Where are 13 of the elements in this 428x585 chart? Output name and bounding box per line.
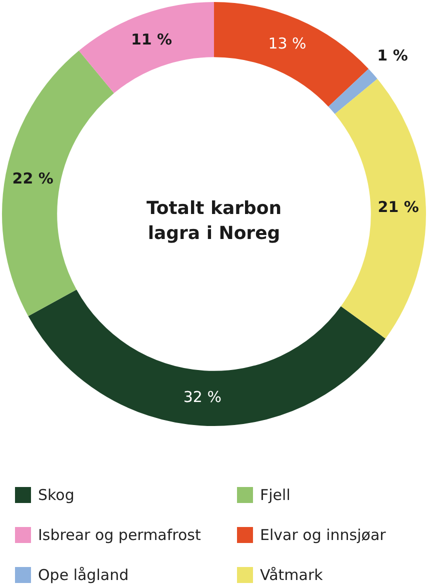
data-label: 32 % bbox=[183, 388, 222, 406]
legend-label: Våtmark bbox=[260, 566, 323, 584]
legend-label: Isbrear og permafrost bbox=[38, 526, 201, 544]
data-label: 21 % bbox=[378, 198, 419, 216]
data-label: 22 % bbox=[12, 169, 54, 188]
data-label: 1 % bbox=[377, 46, 408, 64]
data-label: 11 % bbox=[130, 30, 172, 48]
text: Totalt karbon lagra i Noreg bbox=[145, 197, 283, 246]
legend-label: Ope lågland bbox=[38, 566, 129, 584]
legend-label: Elvar og innsjøar bbox=[260, 526, 386, 544]
data-label: 13 % bbox=[268, 34, 306, 53]
legend-label: Fjell bbox=[260, 486, 290, 504]
legend-label: Skog bbox=[38, 486, 74, 504]
